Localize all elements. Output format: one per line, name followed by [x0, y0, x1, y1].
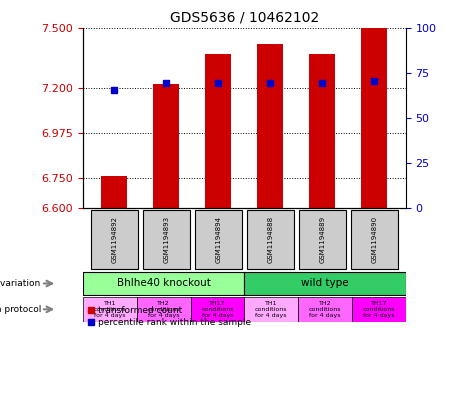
Text: genotype/variation: genotype/variation	[0, 279, 41, 288]
FancyBboxPatch shape	[83, 272, 244, 295]
Bar	[153, 84, 179, 209]
FancyBboxPatch shape	[351, 210, 398, 269]
FancyBboxPatch shape	[244, 297, 298, 322]
Bar	[361, 28, 387, 209]
Text: Bhlhe40 knockout: Bhlhe40 knockout	[117, 279, 211, 288]
Text: TH1
conditions
for 4 days: TH1 conditions for 4 days	[94, 301, 126, 318]
FancyBboxPatch shape	[298, 297, 352, 322]
FancyBboxPatch shape	[299, 210, 346, 269]
FancyBboxPatch shape	[143, 210, 189, 269]
Text: GSM1194894: GSM1194894	[215, 216, 221, 263]
Text: TH17
conditions
for 4 days: TH17 conditions for 4 days	[362, 301, 395, 318]
Text: GSM1194892: GSM1194892	[111, 216, 117, 263]
Legend: transformed count, percentile rank within the sample: transformed count, percentile rank withi…	[88, 306, 251, 327]
Bar	[205, 54, 231, 209]
Title: GDS5636 / 10462102: GDS5636 / 10462102	[170, 11, 319, 25]
Bar	[101, 176, 127, 209]
FancyBboxPatch shape	[352, 297, 406, 322]
Text: wild type: wild type	[301, 279, 349, 288]
Text: TH2
conditions
for 4 days: TH2 conditions for 4 days	[309, 301, 341, 318]
Text: TH2
conditions
for 4 days: TH2 conditions for 4 days	[148, 301, 180, 318]
FancyBboxPatch shape	[247, 210, 294, 269]
FancyBboxPatch shape	[190, 297, 244, 322]
Bar	[309, 54, 336, 209]
FancyBboxPatch shape	[244, 272, 406, 295]
Text: GSM1194888: GSM1194888	[267, 216, 273, 263]
FancyBboxPatch shape	[195, 210, 242, 269]
Text: TH1
conditions
for 4 days: TH1 conditions for 4 days	[255, 301, 288, 318]
Text: TH17
conditions
for 4 days: TH17 conditions for 4 days	[201, 301, 234, 318]
Text: growth protocol: growth protocol	[0, 305, 41, 314]
FancyBboxPatch shape	[83, 297, 137, 322]
FancyBboxPatch shape	[137, 297, 190, 322]
Bar	[257, 44, 284, 209]
Text: GSM1194893: GSM1194893	[163, 216, 169, 263]
Text: GSM1194889: GSM1194889	[319, 216, 325, 263]
Text: GSM1194890: GSM1194890	[372, 216, 378, 263]
FancyBboxPatch shape	[91, 210, 138, 269]
